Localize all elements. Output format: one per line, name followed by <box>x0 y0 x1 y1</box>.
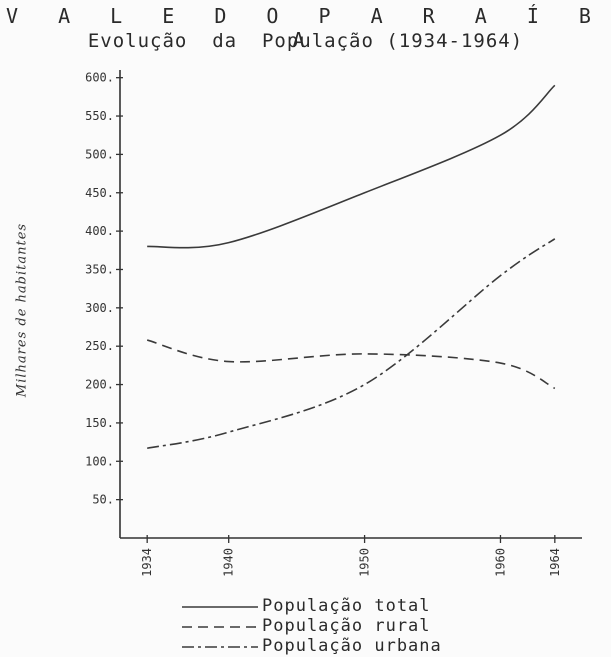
chart-plot: 50. 100. 150. 200. 250. 300. 350. 400. 450. 500. 5… <box>85 70 582 577</box>
series-line-rural <box>146 339 556 390</box>
y-tick-label: 200. <box>85 378 114 392</box>
y-tick-label: 100. <box>85 454 114 468</box>
legend-swatch-urbana <box>182 646 258 648</box>
legend-swatch-rural <box>182 626 258 628</box>
y-tick-label: 50. <box>92 493 114 507</box>
y-axis-label: Milhares de habitantes <box>14 222 30 398</box>
series-line-total <box>147 84 556 249</box>
x-tick-label: 1940 <box>222 548 236 577</box>
y-tick-label: 550. <box>85 109 114 123</box>
legend-swatch-total <box>182 606 258 608</box>
series-line-urbana <box>147 238 556 450</box>
y-tick-label: 400. <box>85 224 114 238</box>
legend-label-urbana: População urbana <box>262 636 442 656</box>
y-tick-label: 150. <box>85 416 114 430</box>
legend-label-rural: População rural <box>262 616 431 636</box>
chart-subtitle: Evolução da População (1934-1964) <box>87 30 524 52</box>
y-tick-label: 300. <box>85 301 114 315</box>
y-tick-label: 600. <box>85 71 114 85</box>
series-lines <box>146 84 556 450</box>
y-ticks: 50. 100. 150. 200. 250. 300. 350. 400. 450. 500. 5… <box>85 71 123 507</box>
x-tick-label: 1960 <box>493 548 507 577</box>
legend-item-total: População total <box>180 596 560 616</box>
x-ticks: 1934 1940 1950 1960 1964 <box>140 535 562 577</box>
legend-item-urbana: População urbana <box>180 636 560 656</box>
x-tick-label: 1934 <box>140 548 154 577</box>
x-tick-label: 1950 <box>358 548 372 577</box>
legend-item-rural: População rural <box>180 616 560 636</box>
y-tick-label: 250. <box>85 339 114 353</box>
legend-label-total: População total <box>262 596 431 616</box>
y-tick-label: 450. <box>85 186 114 200</box>
legend: População total População rural Populaçã… <box>180 596 560 656</box>
y-tick-label: 350. <box>85 262 114 276</box>
y-tick-label: 500. <box>85 147 114 161</box>
chart-title: V A L E D O P A R A Í B A <box>6 4 605 52</box>
x-tick-label: 1964 <box>548 548 562 577</box>
